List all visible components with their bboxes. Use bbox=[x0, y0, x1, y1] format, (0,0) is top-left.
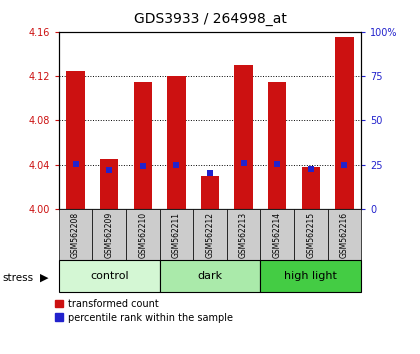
Text: GSM562215: GSM562215 bbox=[306, 211, 315, 258]
Point bbox=[240, 160, 247, 166]
Text: GSM562214: GSM562214 bbox=[273, 211, 282, 258]
Text: GSM562208: GSM562208 bbox=[71, 211, 80, 258]
Point bbox=[341, 162, 348, 167]
Bar bbox=[92, 209, 126, 260]
Text: GSM562212: GSM562212 bbox=[205, 212, 215, 257]
Bar bbox=[201, 176, 219, 209]
Bar bbox=[59, 260, 160, 292]
Text: ▶: ▶ bbox=[40, 273, 48, 283]
Point bbox=[307, 166, 314, 172]
Bar bbox=[66, 70, 85, 209]
Text: GSM562210: GSM562210 bbox=[138, 211, 147, 258]
Point bbox=[139, 164, 146, 169]
Point bbox=[72, 161, 79, 167]
Bar bbox=[268, 82, 286, 209]
Bar bbox=[160, 260, 260, 292]
Text: GDS3933 / 264998_at: GDS3933 / 264998_at bbox=[134, 12, 286, 27]
Bar bbox=[193, 209, 227, 260]
Bar bbox=[260, 209, 294, 260]
Bar bbox=[328, 209, 361, 260]
Bar bbox=[260, 260, 361, 292]
Bar bbox=[126, 209, 160, 260]
Legend: transformed count, percentile rank within the sample: transformed count, percentile rank withi… bbox=[55, 299, 233, 322]
Bar bbox=[234, 65, 253, 209]
Text: high light: high light bbox=[284, 271, 337, 281]
Bar bbox=[302, 167, 320, 209]
Bar bbox=[167, 76, 186, 209]
Point bbox=[106, 167, 113, 173]
Text: GSM562209: GSM562209 bbox=[105, 211, 114, 258]
Bar bbox=[335, 38, 354, 209]
Point bbox=[173, 162, 180, 167]
Text: GSM562211: GSM562211 bbox=[172, 212, 181, 257]
Text: GSM562216: GSM562216 bbox=[340, 211, 349, 258]
Bar bbox=[59, 209, 92, 260]
Point bbox=[274, 161, 281, 167]
Bar bbox=[227, 209, 260, 260]
Bar bbox=[160, 209, 193, 260]
Text: stress: stress bbox=[2, 273, 33, 283]
Bar bbox=[100, 159, 118, 209]
Bar bbox=[294, 209, 328, 260]
Text: control: control bbox=[90, 271, 129, 281]
Bar bbox=[134, 82, 152, 209]
Point bbox=[207, 170, 213, 176]
Text: dark: dark bbox=[197, 271, 223, 281]
Text: GSM562213: GSM562213 bbox=[239, 211, 248, 258]
